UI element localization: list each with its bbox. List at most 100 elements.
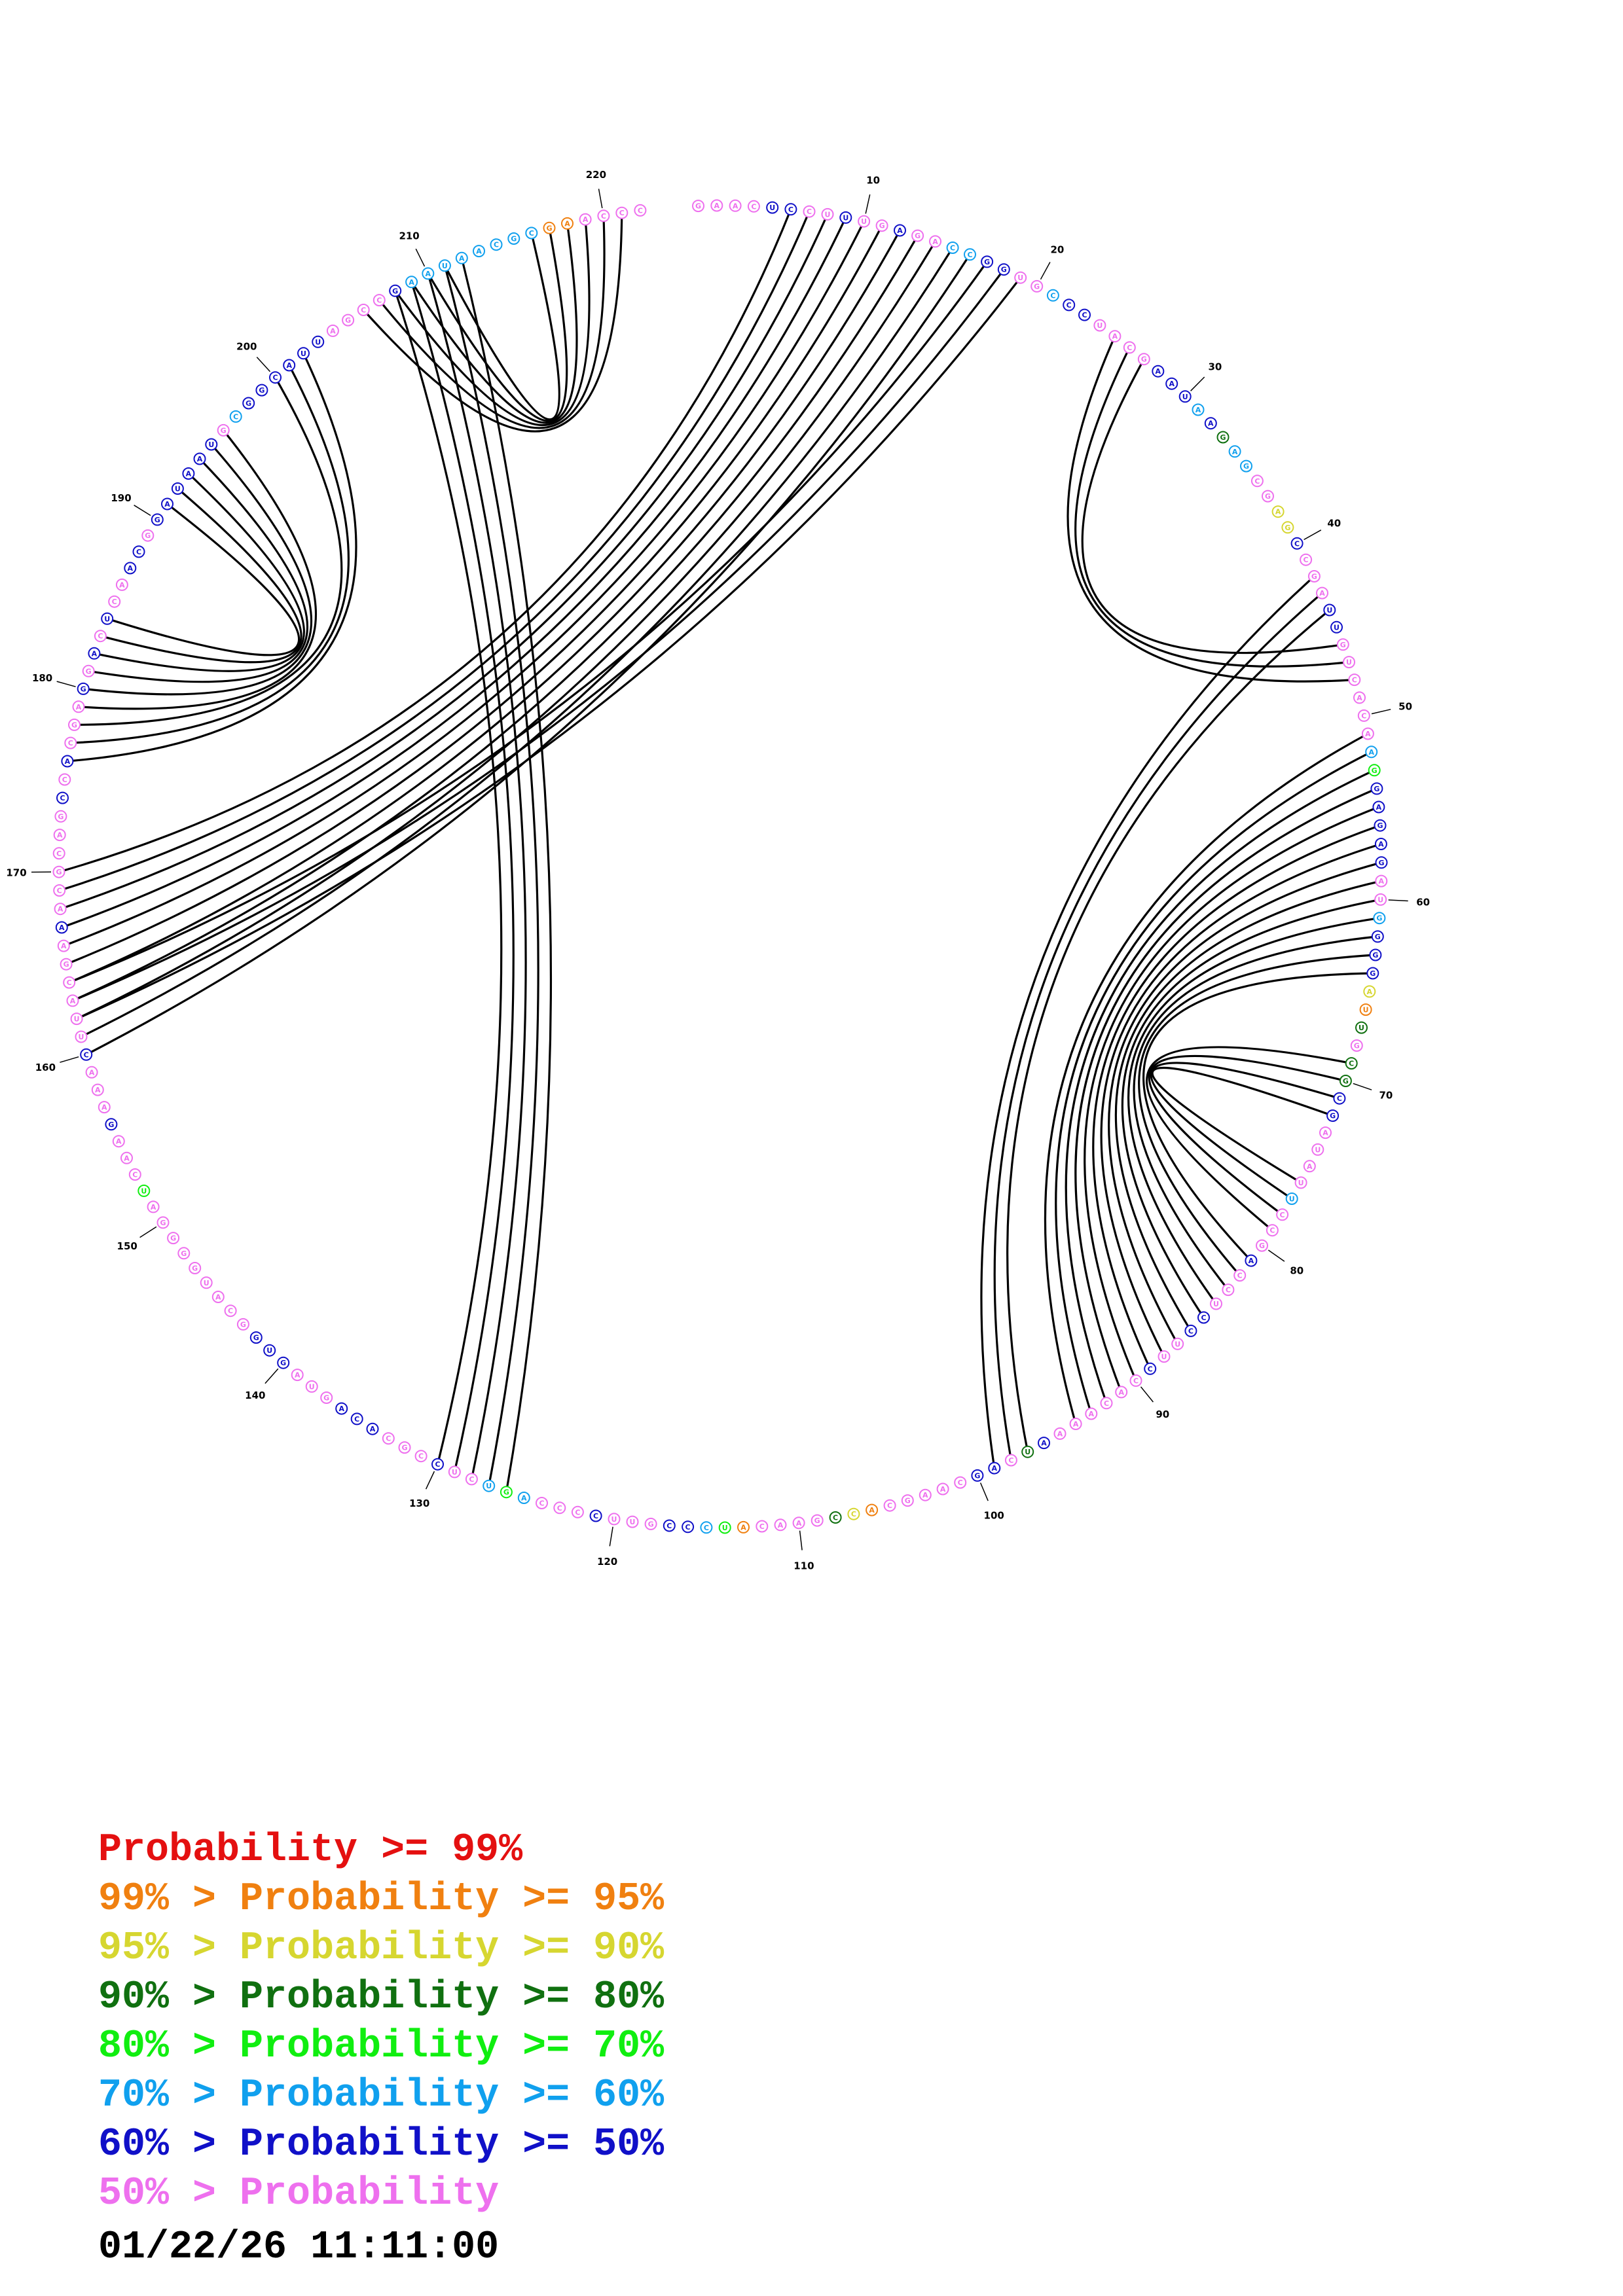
position-label: 160 (35, 1062, 56, 1073)
nucleotide-letter: G (648, 1520, 654, 1528)
nucleotide-letter: G (1001, 266, 1007, 274)
nucleotide-letter: G (170, 1234, 176, 1243)
base-pair-arc (94, 473, 305, 672)
nucleotide: G (52, 865, 65, 878)
nucleotide: A (1372, 800, 1385, 814)
nucleotide: G (105, 1118, 118, 1131)
base-pair-arc (1142, 972, 1373, 1262)
nucleotide: U (448, 1465, 461, 1479)
nucleotide: G (1137, 353, 1150, 366)
base-pair-arc (1151, 1066, 1334, 1184)
nucleotide-letter: A (119, 581, 125, 589)
nucleotide-circle (589, 1509, 602, 1522)
nucleotide-letter: A (76, 703, 82, 711)
nucleotide-circle (644, 1517, 657, 1530)
nucleotide-letter: C (967, 251, 972, 259)
nucleotide-circle (182, 467, 195, 480)
nucleotide-letter: U (175, 485, 181, 493)
nucleotide: C (1345, 1057, 1358, 1070)
nucleotide-letter: C (67, 978, 72, 987)
nucleotide-circle (53, 884, 66, 897)
position-label: 170 (6, 867, 26, 879)
nucleotide-circle (971, 1469, 984, 1482)
nucleotide: U (1210, 1297, 1222, 1310)
nucleotide-letter: G (1220, 433, 1226, 442)
position-label: 130 (409, 1498, 429, 1509)
nucleotide: C (1144, 1362, 1157, 1375)
nucleotide-letter: U (315, 338, 321, 346)
nucleotide-circle (1333, 1092, 1346, 1105)
nucleotide: U (312, 335, 325, 348)
position-label: 210 (399, 230, 419, 242)
nucleotide: C (431, 1458, 444, 1471)
nucleotide: C (1004, 1454, 1017, 1467)
nucleotide: C (1333, 1092, 1346, 1105)
nucleotide-circle (1307, 570, 1321, 583)
base-pair-arc (1114, 880, 1382, 1332)
nucleotide-letter: G (56, 868, 62, 876)
nucleotide-letter: A (1368, 748, 1374, 757)
nucleotide-letter: A (330, 327, 336, 335)
nucleotide-circle (115, 578, 128, 591)
nucleotide: C (615, 206, 629, 219)
nucleotide-circle (608, 1513, 621, 1526)
nucleotide-letter: A (1365, 730, 1371, 738)
base-pair-arc (1092, 824, 1381, 1369)
nucleotide-circle (255, 384, 268, 397)
nucleotide-letter: A (1322, 1129, 1328, 1138)
legend-label: Probability (240, 1926, 500, 1971)
nucleotide-circle (901, 1494, 914, 1507)
nucleotide: U (1171, 1337, 1184, 1350)
nucleotide: U (626, 1515, 639, 1528)
nucleotide: A (1375, 874, 1388, 888)
nucleotide-letter: A (59, 924, 65, 932)
base-pair-arc (69, 260, 988, 984)
nucleotide: A (120, 1151, 133, 1164)
nucleotide: C (1266, 1224, 1279, 1237)
nucleotide: C (56, 791, 69, 804)
nucleotide-letter: C (1269, 1227, 1275, 1235)
base-pair-arc (100, 488, 302, 664)
nucleotide-circle (1204, 417, 1217, 430)
nucleotide-letter: U (825, 210, 831, 219)
nucleotide-circle (422, 267, 435, 280)
nucleotide: G (1370, 782, 1383, 795)
position-label: 10 (866, 175, 880, 187)
nucleotide-letter: C (1254, 477, 1260, 486)
nucleotide-letter: U (861, 217, 867, 226)
nucleotide: A (936, 1482, 949, 1496)
nucleotide-letter: G (546, 224, 552, 232)
nucleotide-circle (414, 1450, 428, 1463)
nucleotide-letter: G (86, 667, 92, 675)
nucleotide-circle (1371, 930, 1384, 943)
nucleotide-circle (88, 647, 101, 660)
nucleotide-circle (1294, 1176, 1307, 1189)
nucleotide: A (124, 562, 137, 575)
base-pair-arc (993, 592, 1323, 1461)
nucleotide-letter: U (204, 1279, 210, 1287)
nucleotide-letter: A (338, 1405, 344, 1413)
base-pair-arc (88, 457, 308, 683)
base-pair-arc (427, 273, 527, 1480)
nucleotide: C (803, 205, 816, 218)
nucleotide: A (66, 994, 79, 1007)
base-pair-arc (410, 223, 578, 424)
nucleotide: G (1307, 570, 1321, 583)
nucleotide-circle (455, 251, 468, 264)
nucleotide-circle (1374, 893, 1387, 906)
base-pair-arc (81, 247, 954, 1038)
nucleotide: G (320, 1391, 333, 1404)
nucleotide-letter: G (259, 386, 264, 395)
nucleotide: U (200, 1276, 213, 1289)
nucleotide-letter: A (476, 247, 482, 256)
nucleotide-circle (1078, 308, 1091, 321)
nucleotide-letter: G (1285, 524, 1290, 532)
nucleotide-letter: C (1008, 1456, 1013, 1465)
base-pair-arc (1084, 806, 1379, 1382)
legend-prefix: 80% > (98, 2024, 240, 2069)
nucleotide-letter: A (92, 649, 98, 658)
nucleotide-letter: U (611, 1515, 617, 1524)
nucleotide-circle (161, 497, 173, 511)
nucleotide: G (1369, 948, 1382, 961)
nucleotide: U (263, 1344, 276, 1357)
